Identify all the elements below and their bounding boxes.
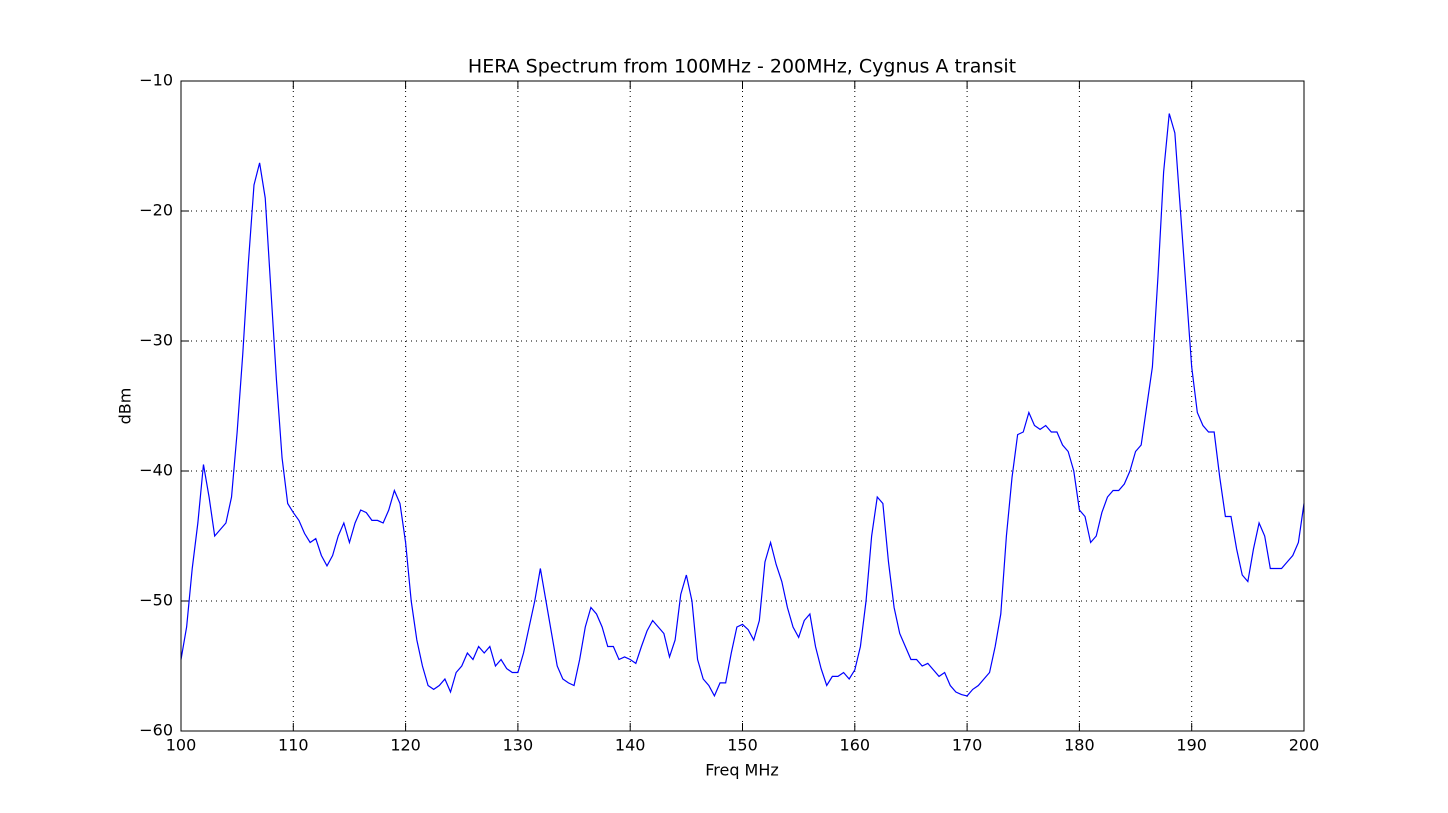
plot-frame xyxy=(180,80,1305,732)
y-tick-label: −20 xyxy=(139,201,173,220)
x-tick-label: 140 xyxy=(615,736,646,755)
x-tick-label: 150 xyxy=(727,736,758,755)
y-tick-label: −30 xyxy=(139,331,173,350)
y-tick-label: −40 xyxy=(139,461,173,480)
x-tick-label: 110 xyxy=(278,736,309,755)
y-axis-label: dBm xyxy=(116,388,135,425)
x-tick-label: 170 xyxy=(952,736,983,755)
x-tick-label: 130 xyxy=(503,736,534,755)
y-tick-label: −10 xyxy=(139,71,173,90)
x-tick-label: 180 xyxy=(1064,736,1095,755)
x-tick-label: 200 xyxy=(1289,736,1320,755)
chart-title: HERA Spectrum from 100MHz - 200MHz, Cygn… xyxy=(468,56,1016,78)
y-tick-label: −50 xyxy=(139,591,173,610)
x-tick-label: 120 xyxy=(390,736,421,755)
x-axis-label: Freq MHz xyxy=(705,761,779,780)
x-tick-label: 100 xyxy=(166,736,197,755)
x-tick-label: 160 xyxy=(840,736,871,755)
spectrum-line xyxy=(180,113,1305,698)
y-tick-label: −60 xyxy=(139,721,173,740)
x-tick-label: 190 xyxy=(1176,736,1207,755)
